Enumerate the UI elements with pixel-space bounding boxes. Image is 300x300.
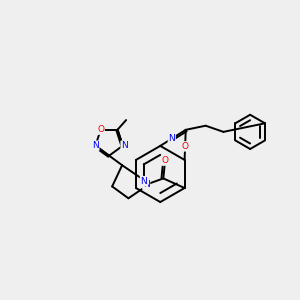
Text: O: O [162, 156, 169, 165]
Text: N: N [140, 177, 147, 186]
Text: N: N [143, 180, 150, 189]
Text: O: O [182, 142, 189, 151]
Text: N: N [92, 141, 99, 150]
Text: N: N [168, 134, 175, 143]
Text: N: N [121, 141, 128, 150]
Text: O: O [97, 125, 104, 134]
